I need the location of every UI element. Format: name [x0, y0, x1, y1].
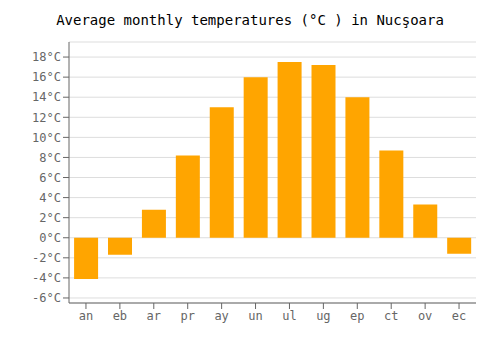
svg-text:ug: ug [316, 309, 330, 323]
svg-text:un: un [248, 309, 262, 323]
svg-text:ar: ar [147, 309, 161, 323]
svg-text:-6°C: -6°C [32, 291, 61, 305]
svg-text:8°C: 8°C [39, 151, 61, 165]
svg-text:0°C: 0°C [39, 231, 61, 245]
svg-text:-2°C: -2°C [32, 251, 61, 265]
svg-text:ec: ec [452, 309, 466, 323]
svg-text:18°C: 18°C [32, 50, 61, 64]
svg-text:6°C: 6°C [39, 171, 61, 185]
svg-text:ay: ay [214, 309, 228, 323]
svg-text:ep: ep [350, 309, 364, 323]
html-text:Average monthly temperatures (: Average monthly temperatures (°C ) in Nu… [56, 12, 444, 28]
svg-text:eb: eb [113, 309, 127, 323]
svg-text:-4°C: -4°C [32, 271, 61, 285]
svg-text:2°C: 2°C [39, 211, 61, 225]
svg-text:4°C: 4°C [39, 191, 61, 205]
svg-text:10°C: 10°C [32, 131, 61, 145]
svg-text:pr: pr [180, 309, 194, 323]
svg-text:ul: ul [282, 309, 296, 323]
svg-text:an: an [79, 309, 93, 323]
svg-text:12°C: 12°C [32, 111, 61, 125]
svg-text:ct: ct [384, 309, 398, 323]
svg-text:ov: ov [418, 309, 432, 323]
svg-text:14°C: 14°C [32, 90, 61, 104]
svg-text:16°C: 16°C [32, 70, 61, 84]
